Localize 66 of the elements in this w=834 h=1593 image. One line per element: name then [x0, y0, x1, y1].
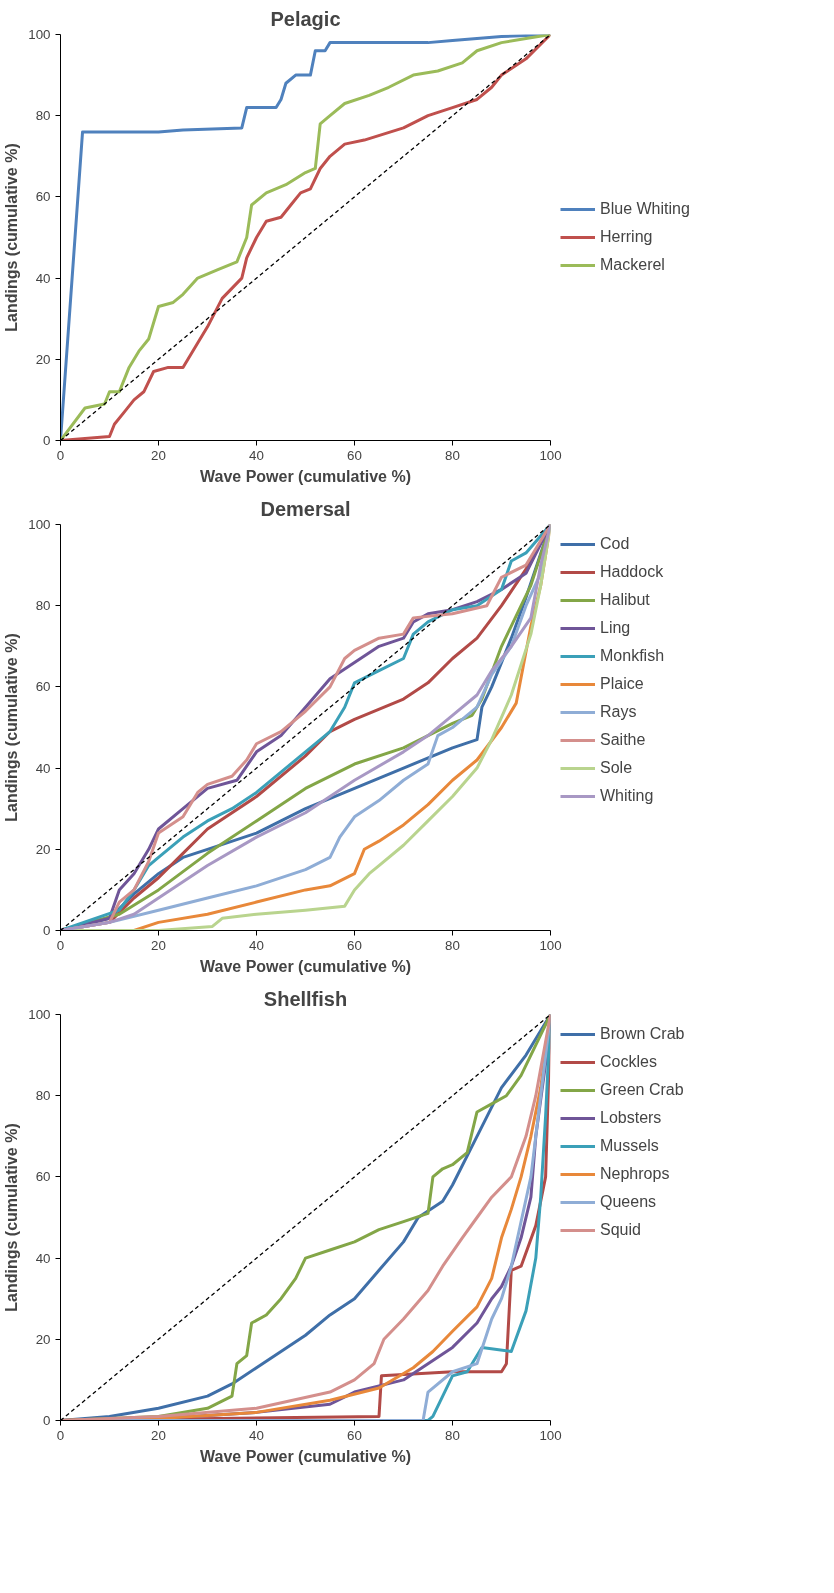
y-tick-label: 0	[43, 433, 51, 448]
legend-label: Nephrops	[600, 1165, 670, 1183]
y-tick-label: 20	[35, 1331, 51, 1347]
y-tick-label: 80	[35, 1088, 51, 1104]
y-tick-label: 100	[28, 27, 51, 42]
legend-label: Rays	[600, 703, 637, 721]
x-axis-title: Wave Power (cumulative %)	[199, 957, 412, 975]
y-tick-label: 60	[35, 679, 51, 695]
y-tick-label: 60	[35, 1169, 51, 1185]
x-tick-label: 40	[249, 937, 264, 953]
legend-label: Haddock	[600, 563, 664, 581]
y-axis-title: Landings (cumulative %)	[3, 633, 21, 822]
y-tick-label: 40	[35, 270, 51, 286]
legend-label: Green Crab	[600, 1081, 684, 1099]
legend-label: Halibut	[600, 591, 650, 609]
legend-label: Mussels	[600, 1137, 659, 1155]
y-tick-label: 80	[35, 598, 51, 614]
y-tick-label: 40	[35, 1250, 51, 1266]
y-axis-title: Landings (cumulative %)	[3, 1123, 21, 1312]
y-tick-label: 100	[28, 517, 51, 532]
legend-label: Monkfish	[600, 647, 665, 665]
x-tick-label: 20	[151, 447, 166, 463]
x-tick-label: 40	[249, 447, 264, 463]
x-tick-label: 60	[347, 937, 362, 953]
legend-label: Whiting	[600, 787, 654, 805]
x-tick-label: 60	[347, 1427, 362, 1443]
y-tick-label: 0	[43, 923, 51, 938]
x-tick-label: 100	[539, 447, 562, 463]
x-axis-title: Wave Power (cumulative %)	[199, 467, 412, 485]
legend-label: Saithe	[600, 731, 646, 749]
legend-label: Ling	[600, 619, 631, 637]
x-tick-label: 100	[539, 937, 562, 953]
legend-label: Plaice	[600, 675, 644, 693]
legend-label: Sole	[600, 759, 633, 777]
x-tick-label: 20	[151, 1427, 166, 1443]
y-tick-label: 20	[35, 841, 51, 857]
x-tick-label: 80	[445, 937, 460, 953]
chart-title: Shellfish	[263, 987, 348, 1010]
x-tick-label: 20	[151, 937, 166, 953]
x-tick-label: 0	[56, 937, 65, 953]
x-tick-label: 60	[347, 447, 362, 463]
legend-label: Cockles	[600, 1053, 657, 1071]
x-tick-label: 80	[445, 447, 460, 463]
chart-title: Pelagic	[270, 7, 341, 30]
y-tick-label: 100	[28, 1007, 51, 1022]
y-tick-label: 40	[35, 760, 51, 776]
x-tick-label: 100	[539, 1427, 562, 1443]
x-axis-title: Wave Power (cumulative %)	[199, 1447, 412, 1465]
legend-label: Lobsters	[600, 1109, 662, 1127]
x-tick-label: 80	[445, 1427, 460, 1443]
legend-label: Herring	[600, 228, 653, 246]
legend-label: Squid	[600, 1221, 641, 1239]
y-tick-label: 60	[35, 189, 51, 205]
legend-label: Cod	[600, 535, 630, 553]
legend-label: Mackerel	[600, 256, 665, 274]
legend-label: Queens	[600, 1193, 657, 1211]
y-axis-title: Landings (cumulative %)	[3, 143, 21, 332]
x-tick-label: 0	[56, 447, 65, 463]
legend-label: Brown Crab	[600, 1025, 685, 1043]
chart-title: Demersal	[260, 497, 351, 520]
x-tick-label: 0	[56, 1427, 65, 1443]
y-tick-label: 80	[35, 108, 51, 124]
legend-label: Blue Whiting	[600, 200, 690, 218]
y-tick-label: 0	[43, 1413, 51, 1428]
x-tick-label: 40	[249, 1427, 264, 1443]
y-tick-label: 20	[35, 351, 51, 367]
